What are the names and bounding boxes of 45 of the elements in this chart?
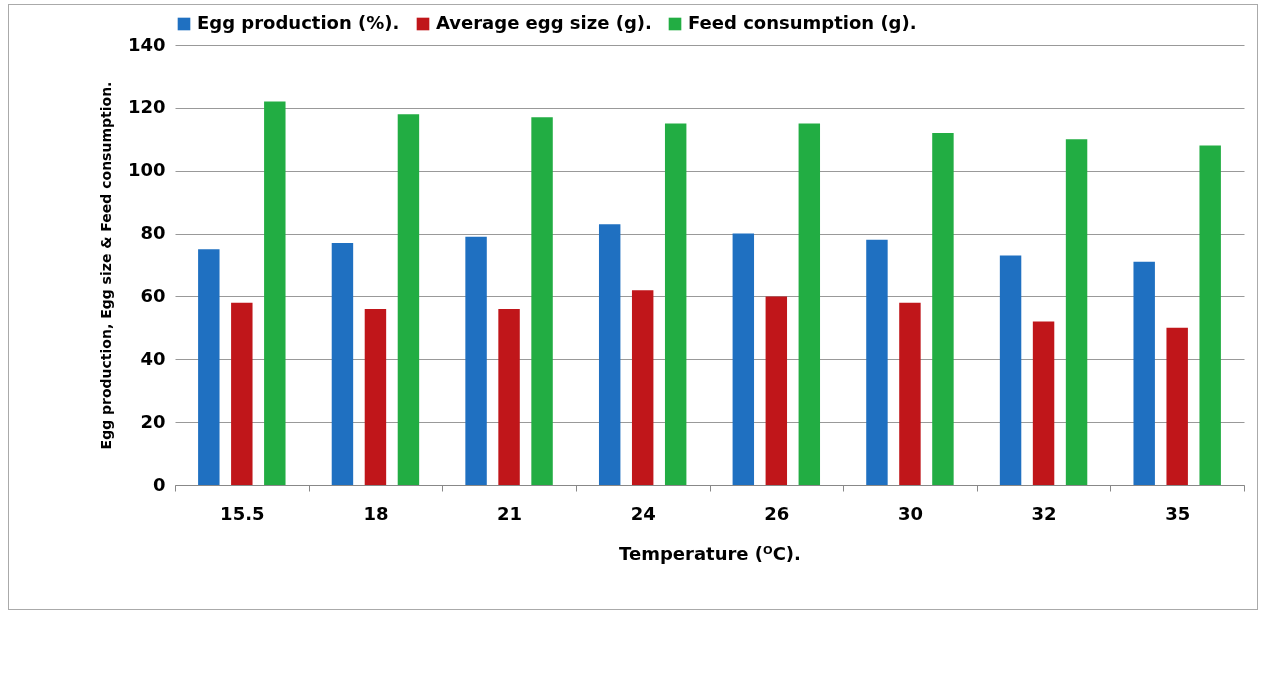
- bar: [932, 133, 954, 485]
- x-tick-label: 35: [1165, 502, 1191, 524]
- bar: [1065, 139, 1088, 485]
- legend-label: Egg production (%).: [197, 12, 400, 33]
- bar: [331, 243, 354, 485]
- bar: [798, 123, 821, 485]
- y-tick-label: 80: [140, 222, 166, 244]
- y-tick-label: 20: [140, 410, 166, 432]
- bar: [531, 117, 553, 485]
- bar: [198, 249, 220, 485]
- x-tick-label: 21: [497, 502, 523, 524]
- x-tick-label: 26: [764, 502, 790, 524]
- bar: [1032, 321, 1055, 485]
- y-tick-label: 60: [140, 284, 166, 306]
- x-tick-label: 24: [630, 502, 656, 524]
- x-axis-title: Temperature (ᴼC).: [619, 542, 801, 564]
- y-tick-label: 100: [127, 159, 166, 181]
- bar: [1199, 145, 1221, 485]
- y-tick-label: 40: [140, 347, 166, 369]
- x-tick-label: 30: [897, 502, 923, 524]
- bar: [397, 114, 420, 485]
- bar: [598, 224, 621, 485]
- bar: [364, 309, 387, 485]
- y-tick-label: 120: [127, 96, 166, 118]
- y-tick-label: 140: [127, 33, 166, 55]
- y-tick-label: 0: [152, 473, 166, 495]
- x-tick-label: 18: [363, 502, 389, 524]
- bar: [899, 302, 921, 485]
- bar: [1166, 327, 1188, 485]
- bar: [1133, 261, 1155, 485]
- bar: [631, 290, 654, 485]
- legend-label: Average egg size (g).: [436, 12, 652, 33]
- bar: [498, 309, 520, 485]
- bar: [765, 296, 788, 485]
- y-axis-title: Egg production, Egg size & Feed consumption.: [97, 81, 114, 450]
- bar: [264, 101, 286, 485]
- x-tick-label: 15.5: [220, 502, 265, 524]
- legend-label: Feed consumption (g).: [688, 12, 917, 33]
- bar: [866, 239, 888, 485]
- bar: [732, 233, 755, 485]
- x-tick-label: 32: [1031, 502, 1057, 524]
- bar: [999, 255, 1022, 485]
- bar: [664, 123, 687, 485]
- bar: [465, 236, 487, 485]
- bar: [231, 302, 253, 485]
